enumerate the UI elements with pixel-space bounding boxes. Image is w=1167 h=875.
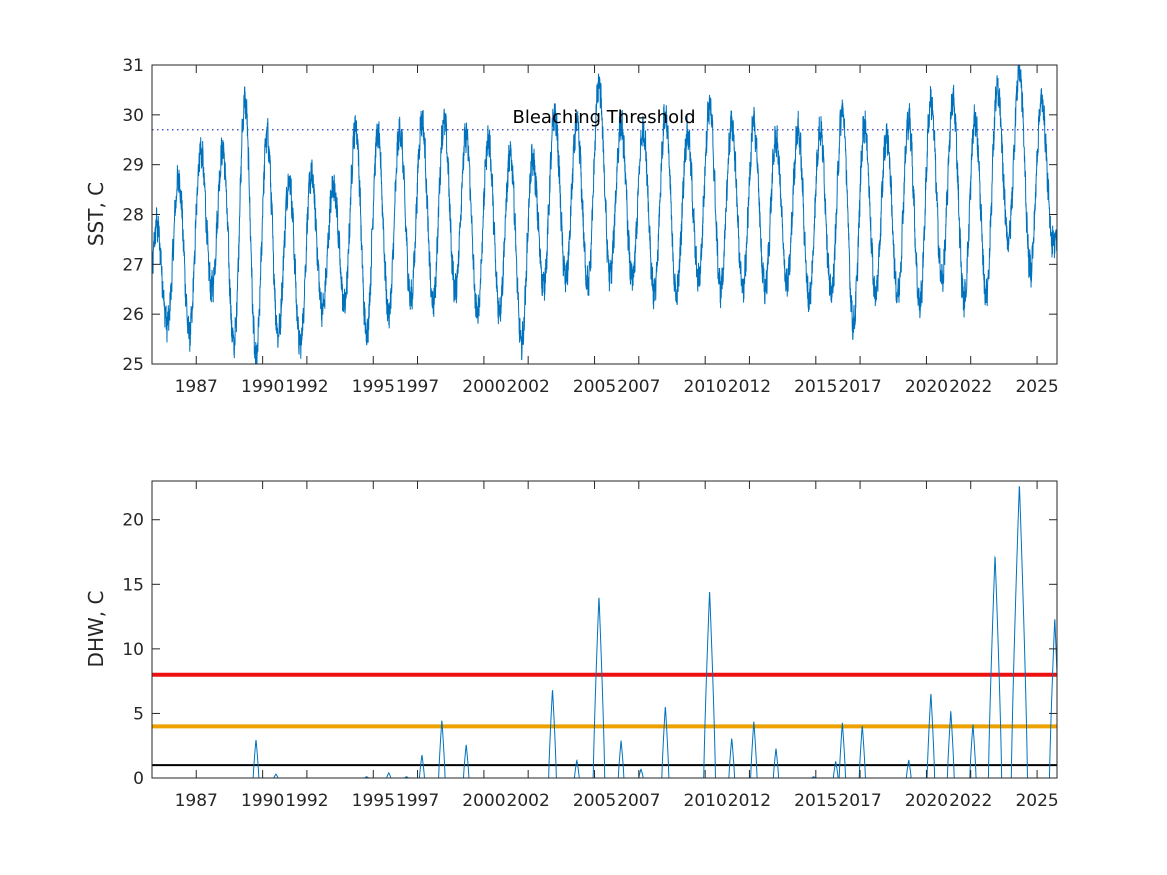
dhw-xtick-label: 1987 [175,791,218,811]
dhw-xtick-label: 1995 [352,791,395,811]
dhw-xtick-label: 1997 [396,791,439,811]
dhw-ytick-label: 15 [122,575,144,595]
dhw-axes: 0 5 10 15 20 1987 1990 1992 1995 1997 2000 2002 2005… [84,480,1059,811]
dhw-xtick-label: 2012 [728,791,771,811]
dhw-xtick-label: 2020 [905,791,948,811]
sst-ytick-label: 26 [122,305,144,325]
sst-ylabel: SST, C [84,182,108,246]
sst-ytick-label: 25 [122,355,144,375]
sst-xtick-label: 2020 [905,377,948,397]
sst-ytick-label: 28 [122,206,144,226]
dhw-ylabel: DHW, C [84,591,108,668]
sst-xtick-label: 1997 [396,377,439,397]
dhw-xtick-label: 1992 [285,791,328,811]
sst-xtick-label: 2000 [462,377,505,397]
sst-xtick-label: 2005 [573,377,616,397]
bleaching-threshold-label: Bleaching Threshold [512,107,695,128]
dhw-xtick-label: 2025 [1015,791,1058,811]
sst-ytick-label: 30 [122,106,144,126]
dhw-ytick-label: 5 [133,704,144,724]
dhw-xtick-label: 1990 [241,791,284,811]
dhw-plot-area [151,480,1058,779]
sst-xtick-label: 2007 [617,377,660,397]
sst-ytick-label: 27 [122,255,144,275]
sst-xtick-label: 2022 [949,377,992,397]
dhw-xtick-label: 2010 [684,791,727,811]
dhw-series-line [152,486,1057,778]
sst-xtick-label: 1992 [285,377,328,397]
sst-xtick-label: 1990 [241,377,284,397]
dhw-series-group [152,486,1057,778]
sst-xtick-label: 2012 [728,377,771,397]
sst-xtick-label: 1995 [352,377,395,397]
sst-xtick-label: 1987 [175,377,218,397]
dhw-xtick-label: 2015 [794,791,837,811]
dhw-xtick-label: 2002 [507,791,550,811]
sst-xtick-label: 2017 [838,377,881,397]
sst-xtick-label: 2025 [1015,377,1058,397]
dhw-ticks: 0 5 10 15 20 1987 1990 1992 1995 1997 2000 2002 2005… [122,481,1059,811]
dhw-xtick-label: 2007 [617,791,660,811]
dhw-xtick-label: 2017 [838,791,881,811]
sst-xtick-label: 2002 [507,377,550,397]
dhw-xtick-label: 2022 [949,791,992,811]
sst-xtick-label: 2010 [684,377,727,397]
sst-xtick-label: 2015 [794,377,837,397]
sst-series-line [152,65,1057,364]
sst-series-group [152,65,1057,364]
dhw-ytick-label: 0 [133,769,144,789]
sst-ytick-label: 29 [122,156,144,176]
dhw-axes-box [151,480,1058,779]
sst-ytick-label: 31 [122,56,144,76]
dhw-ytick-label: 20 [122,511,144,531]
dhw-xtick-label: 2000 [462,791,505,811]
dhw-xtick-label: 2005 [573,791,616,811]
dhw-ytick-label: 10 [122,640,144,660]
